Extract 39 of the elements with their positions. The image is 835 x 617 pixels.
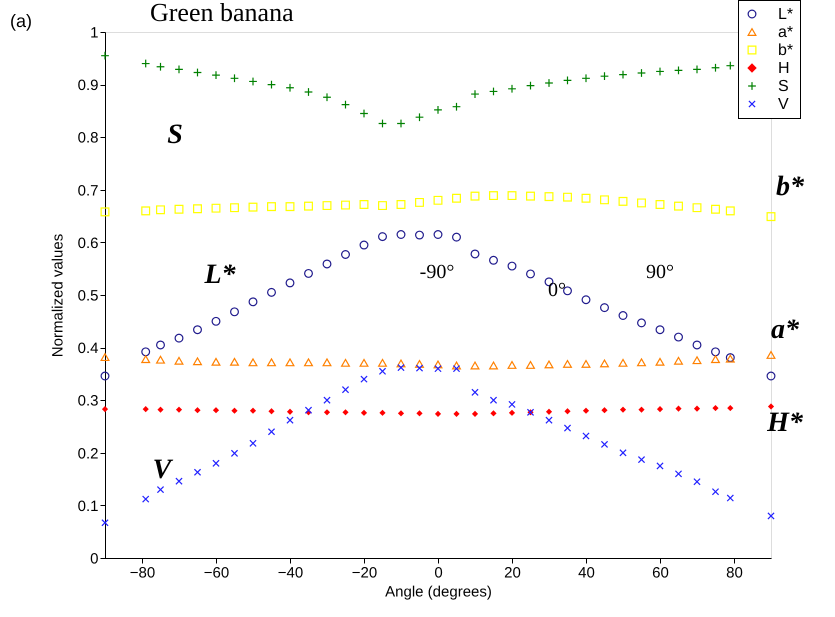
x-tick-label: −40 (278, 564, 304, 582)
legend-label: S (778, 78, 789, 95)
x-tick-label: 0 (434, 564, 443, 582)
legend-label: a* (778, 24, 794, 41)
annotation: a* (771, 314, 800, 345)
y-tick-label: 1 (90, 24, 98, 42)
y-tick-label: 0.3 (78, 392, 98, 410)
x-tick-label: −60 (204, 564, 230, 582)
y-tick-label: 0.9 (78, 77, 98, 94)
annotation: -90° (420, 261, 454, 283)
y-tick-label: 0.8 (78, 130, 98, 147)
text: (a) (10, 11, 32, 31)
x-tick-label: −80 (130, 564, 156, 582)
legend-label: L* (778, 6, 794, 23)
chart-title: Green banana (150, 0, 294, 27)
annotation: V (152, 454, 174, 485)
annotation: S (167, 119, 183, 150)
y-tick-label: 0.6 (78, 234, 98, 252)
y-axis-title: Normalized values (50, 234, 67, 358)
annotation: 90° (646, 261, 674, 283)
y-tick-label: 0.1 (78, 498, 98, 515)
annotation: L* (203, 259, 237, 290)
y-tick-label: 0.7 (78, 182, 98, 200)
text: b* (776, 171, 805, 202)
y-tick-label: 0.4 (78, 340, 98, 358)
y-tick-label: 0.5 (78, 288, 98, 304)
y-tick-label: 0.2 (78, 445, 98, 462)
annotation: 0° (548, 279, 566, 301)
x-tick-label: −20 (352, 564, 378, 582)
x-tick-label: 60 (652, 564, 669, 582)
annotation: H* (766, 407, 804, 438)
legend-label: H (778, 60, 790, 77)
x-tick-label: 40 (578, 564, 595, 582)
x-axis-title: Angle (degrees) (385, 584, 492, 600)
x-tick-label: 20 (504, 564, 521, 582)
x-tick-label: 80 (726, 564, 743, 582)
legend-label: b* (778, 42, 794, 59)
legend-label: V (778, 96, 789, 113)
y-tick-label: 0 (90, 550, 98, 568)
